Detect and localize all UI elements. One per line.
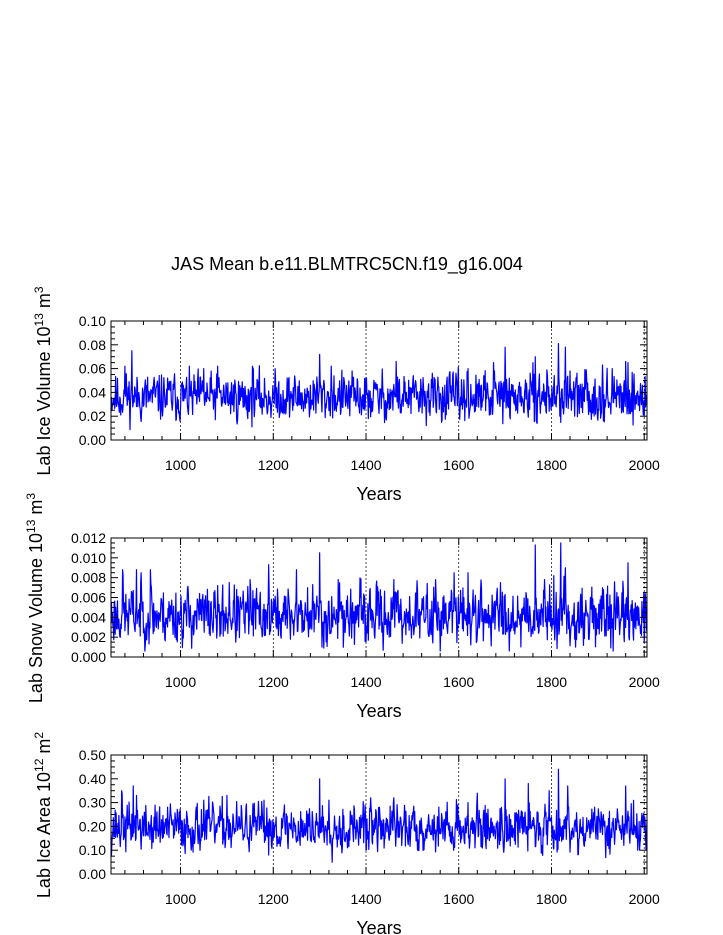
ticks xyxy=(111,754,647,875)
y-tick-label: 0.00 xyxy=(79,432,106,448)
y-axis-title: Lab Ice Volume 1013 m3 xyxy=(32,286,54,475)
x-tick-label: 2000 xyxy=(629,674,660,690)
y-axis-title-exp2: 3 xyxy=(24,493,38,500)
y-axis-title: Lab Snow Volume 1013 m3 xyxy=(24,493,46,703)
ticks xyxy=(111,320,647,441)
y-tick-label: 0.00 xyxy=(79,866,106,882)
x-tick-label: 1800 xyxy=(536,457,567,473)
y-tick-label: 0.006 xyxy=(71,590,106,606)
x-tick-label: 1600 xyxy=(443,457,474,473)
y-axis-title-prefix: Lab Ice Area 10 xyxy=(34,772,54,898)
x-tick-label: 1400 xyxy=(350,891,381,907)
panel-ice-area: 0.00 0.10 0.20 0.30 0.40 0.50 1000 1200 1400 160… xyxy=(32,732,660,935)
y-tick-label: 0.010 xyxy=(71,550,106,566)
y-axis-title-exp1: 13 xyxy=(24,519,38,533)
y-tick-label: 0.10 xyxy=(79,842,106,858)
y-tick-label: 0.30 xyxy=(79,795,106,811)
y-tick-labels: 0.00 0.02 0.04 0.06 0.08 0.10 xyxy=(79,313,106,448)
y-tick-label: 0.02 xyxy=(79,408,106,424)
ticks xyxy=(111,537,647,658)
figure-title: JAS Mean b.e11.BLMTRC5CN.f19_g16.004 xyxy=(171,254,523,275)
panel-snow-volume: 0.000 0.002 0.004 0.006 0.008 0.010 0.012 1000… xyxy=(24,493,660,721)
y-tick-label: 0.008 xyxy=(71,570,106,586)
y-axis-title-prefix: Lab Snow Volume 10 xyxy=(26,533,46,703)
y-tick-label: 0.04 xyxy=(79,384,106,400)
x-tick-label: 1000 xyxy=(165,891,196,907)
data-line xyxy=(110,542,648,652)
x-tick-label: 1800 xyxy=(536,891,567,907)
x-tick-labels: 1000 1200 1400 1600 1800 2000 xyxy=(165,457,660,473)
x-tick-label: 2000 xyxy=(629,457,660,473)
data-line xyxy=(110,768,648,863)
x-axis-title: Years xyxy=(356,918,401,935)
x-tick-label: 1200 xyxy=(258,674,289,690)
x-tick-label: 1000 xyxy=(165,457,196,473)
x-tick-label: 1200 xyxy=(258,891,289,907)
y-tick-label: 0.20 xyxy=(79,818,106,834)
y-tick-label: 0.06 xyxy=(79,361,106,377)
y-tick-label: 0.012 xyxy=(71,530,106,546)
x-tick-label: 1400 xyxy=(350,457,381,473)
y-axis-title-exp2: 3 xyxy=(32,286,46,293)
y-tick-label: 0.002 xyxy=(71,629,106,645)
y-tick-labels: 0.00 0.10 0.20 0.30 0.40 0.50 xyxy=(79,747,106,882)
y-tick-label: 0.50 xyxy=(79,747,106,763)
x-tick-label: 1200 xyxy=(258,457,289,473)
panel-ice-volume: 0.00 0.02 0.04 0.06 0.08 0.10 1000 1200 1400 160… xyxy=(32,286,660,504)
x-tick-label: 1400 xyxy=(350,674,381,690)
x-tick-label: 1000 xyxy=(165,674,196,690)
series-line xyxy=(110,768,648,863)
y-axis-title-prefix: Lab Ice Volume 10 xyxy=(34,326,54,475)
y-axis-title-mid: m xyxy=(34,739,54,759)
y-tick-label: 0.40 xyxy=(79,771,106,787)
y-tick-label: 0.08 xyxy=(79,337,106,353)
y-axis-title-mid: m xyxy=(26,500,46,520)
x-tick-label: 1800 xyxy=(536,674,567,690)
y-axis-title-exp1: 13 xyxy=(32,313,46,327)
x-tick-label: 1600 xyxy=(443,891,474,907)
series-line xyxy=(110,542,648,652)
series-line xyxy=(110,343,648,431)
y-tick-label: 0.000 xyxy=(71,649,106,665)
y-axis-title: Lab Ice Area 1012 m2 xyxy=(32,732,54,898)
data-line xyxy=(110,343,648,431)
y-axis-title-exp2: 2 xyxy=(32,732,46,739)
y-tick-labels: 0.000 0.002 0.004 0.006 0.008 0.010 0.012 xyxy=(71,530,106,665)
x-axis-title: Years xyxy=(356,484,401,504)
y-tick-label: 0.004 xyxy=(71,609,106,625)
y-axis-title-mid: m xyxy=(34,293,54,313)
x-tick-labels: 1000 1200 1400 1600 1800 2000 xyxy=(165,891,660,907)
y-axis-title-exp1: 12 xyxy=(32,758,46,772)
y-tick-label: 0.10 xyxy=(79,313,106,329)
x-tick-label: 2000 xyxy=(629,891,660,907)
x-axis-title: Years xyxy=(356,701,401,721)
x-tick-label: 1600 xyxy=(443,674,474,690)
x-tick-labels: 1000 1200 1400 1600 1800 2000 xyxy=(165,674,660,690)
